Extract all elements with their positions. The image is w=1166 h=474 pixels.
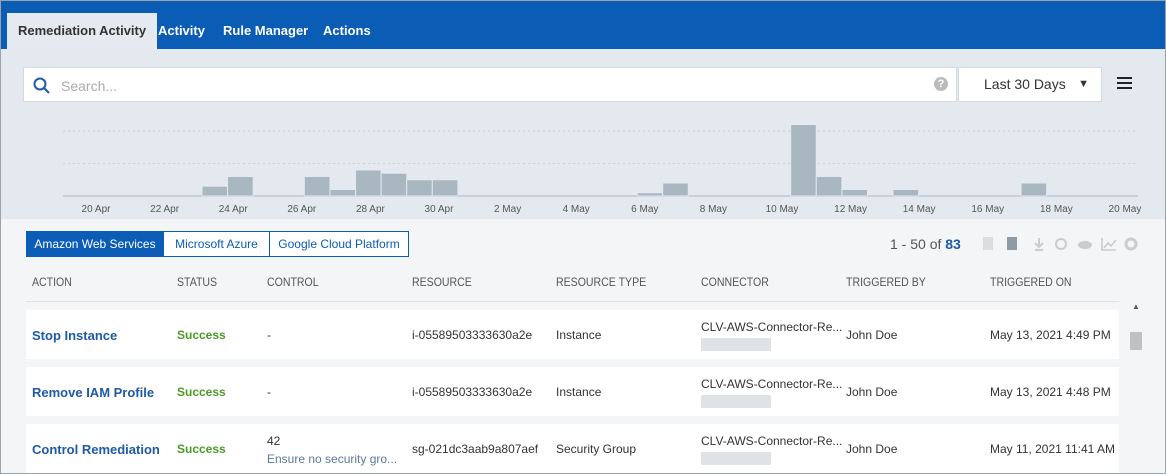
x-tick-label: 22 Apr bbox=[150, 204, 180, 215]
bar bbox=[329, 189, 357, 197]
x-tick-label: 14 May bbox=[903, 204, 936, 215]
scrollbar[interactable]: ▲ bbox=[1129, 298, 1143, 473]
column-header: RESOURCE bbox=[412, 275, 472, 289]
cell: Instance bbox=[556, 328, 602, 342]
tab[interactable]: Actions bbox=[323, 23, 371, 38]
x-tick-label: 4 May bbox=[563, 204, 590, 215]
column-header: CONNECTOR bbox=[701, 275, 769, 289]
cell: 42 bbox=[267, 434, 281, 448]
histogram: 20 Apr 22 Apr 24 Apr 26 Apr 28 Apr 30 Apr 2 Ma… bbox=[63, 124, 1142, 215]
action-link[interactable]: Control Remediation bbox=[32, 442, 160, 457]
action-link[interactable]: Remove IAM Profile bbox=[32, 385, 155, 400]
control-note: Ensure no security gro... bbox=[267, 452, 398, 466]
redacted bbox=[701, 452, 771, 465]
nav-bar: Remediation Activity Activity Rule Manag… bbox=[1, 1, 1165, 49]
cell: - bbox=[267, 385, 271, 399]
column-header: RESOURCE TYPE bbox=[556, 275, 647, 289]
x-tick-label: 20 May bbox=[1109, 204, 1142, 215]
x-tick-label: 16 May bbox=[971, 204, 1004, 215]
cell: - bbox=[267, 328, 271, 342]
x-tick-label: 30 Apr bbox=[425, 204, 455, 215]
x-tick-label: 24 Apr bbox=[219, 204, 249, 215]
table-row: Control Remediation Success 42 sg-021dc3aab… bbox=[26, 424, 1119, 473]
bar bbox=[431, 179, 459, 197]
cell: John Doe bbox=[846, 385, 898, 399]
x-tick-label: 8 May bbox=[700, 204, 727, 215]
cell: Success bbox=[177, 328, 226, 342]
bar bbox=[355, 169, 382, 197]
cell: CLV-AWS-Connector-Re... bbox=[701, 320, 843, 334]
bar bbox=[201, 185, 229, 197]
bar bbox=[406, 179, 433, 197]
x-tick-label: 28 Apr bbox=[356, 204, 386, 215]
column-header: ACTION bbox=[32, 275, 72, 289]
redacted bbox=[701, 338, 771, 351]
x-tick-label: 12 May bbox=[834, 204, 867, 215]
range-label: Last 30 Days bbox=[984, 76, 1066, 92]
bar bbox=[636, 192, 664, 197]
page-range: 1 - 50 of bbox=[890, 236, 942, 252]
table-row: Stop Instance Success - i-05589503333630a2e… bbox=[26, 310, 1119, 359]
x-tick-label: 18 May bbox=[1040, 204, 1073, 215]
cell: Instance bbox=[556, 385, 602, 399]
bar bbox=[790, 124, 817, 197]
divider bbox=[26, 301, 1119, 302]
menu-icon[interactable] bbox=[1117, 76, 1133, 90]
x-tick-label: 6 May bbox=[631, 204, 658, 215]
cell: Success bbox=[177, 442, 226, 456]
tab[interactable]: Activity bbox=[158, 23, 205, 38]
cell: John Doe bbox=[846, 442, 898, 456]
cell: sg-021dc3aab9a807aef bbox=[412, 442, 539, 456]
bar bbox=[1020, 182, 1048, 197]
bar bbox=[380, 172, 408, 197]
cell: CLV-AWS-Connector-Re... bbox=[701, 434, 843, 448]
x-tick-label: 20 Apr bbox=[82, 204, 112, 215]
toolbar-icons bbox=[983, 237, 1138, 251]
pagination: 1 - 50 of 83 bbox=[890, 236, 961, 252]
column-header: CONTROL bbox=[267, 275, 319, 289]
x-tick-label: 10 May bbox=[766, 204, 799, 215]
cell: Security Group bbox=[556, 442, 637, 456]
tab[interactable]: Remediation Activity bbox=[7, 13, 158, 49]
cell: i-05589503333630a2e bbox=[412, 385, 533, 399]
bar bbox=[227, 176, 254, 197]
tab[interactable]: Rule Manager bbox=[223, 23, 309, 38]
bar bbox=[303, 176, 331, 197]
cell: May 13, 2021 4:48 PM bbox=[990, 385, 1111, 399]
cell: CLV-AWS-Connector-Re... bbox=[701, 377, 843, 391]
help-icon[interactable]: ? bbox=[934, 77, 948, 91]
search-placeholder: Search... bbox=[61, 78, 118, 94]
page-total: 83 bbox=[945, 236, 961, 252]
caret: ▼ bbox=[1078, 78, 1089, 90]
bar bbox=[815, 176, 843, 197]
search-icon bbox=[33, 77, 50, 94]
bar bbox=[662, 182, 689, 197]
table-row: Remove IAM Profile Success - i-055895033336… bbox=[26, 367, 1119, 416]
x-tick-label: 26 Apr bbox=[287, 204, 317, 215]
provider-tab[interactable]: Google Cloud Platform bbox=[269, 231, 409, 257]
action-link[interactable]: Stop Instance bbox=[32, 328, 118, 343]
bar bbox=[841, 189, 868, 197]
cell: May 13, 2021 4:49 PM bbox=[990, 328, 1111, 342]
redacted bbox=[701, 395, 771, 408]
bar bbox=[892, 189, 920, 197]
cell: i-05589503333630a2e bbox=[412, 328, 533, 342]
provider-tab[interactable]: Amazon Web Services bbox=[26, 231, 164, 257]
column-header: TRIGGERED ON bbox=[990, 275, 1072, 289]
column-header: STATUS bbox=[177, 275, 218, 289]
cell: May 11, 2021 11:41 AM bbox=[990, 442, 1115, 456]
cell: Success bbox=[177, 385, 226, 399]
search-box[interactable]: Search... ? bbox=[23, 67, 957, 102]
x-tick-label: 2 May bbox=[494, 204, 521, 215]
date-range[interactable]: Last 30 Days ▼ bbox=[958, 67, 1102, 102]
provider-tab[interactable]: Microsoft Azure bbox=[163, 231, 270, 257]
column-header: TRIGGERED BY bbox=[846, 275, 926, 289]
cell: John Doe bbox=[846, 328, 898, 342]
